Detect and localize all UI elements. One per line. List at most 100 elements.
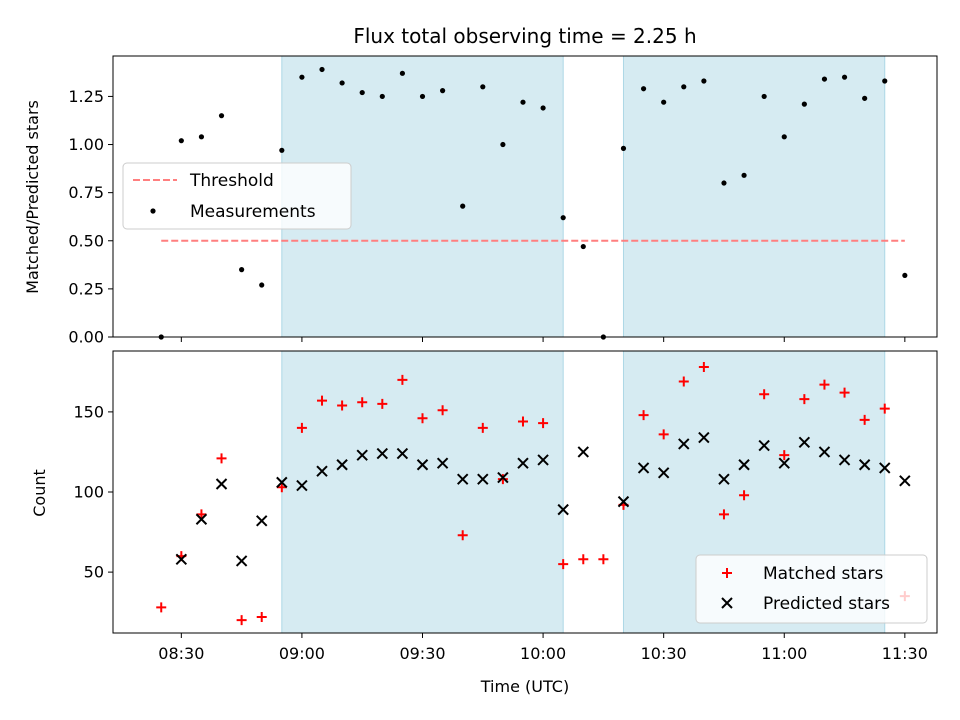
y-tick-label: 100 (73, 483, 104, 502)
predicted-point (557, 503, 569, 516)
measurement-point (339, 80, 345, 86)
measurement-point (540, 105, 546, 111)
matched-point (276, 482, 287, 493)
measurement-point (580, 243, 586, 250)
predicted-point (235, 555, 248, 567)
matched-point (739, 490, 750, 501)
measurement-point (681, 84, 687, 90)
measurement-point (741, 172, 747, 178)
observing-window-2 (622, 55, 886, 338)
predicted-point (858, 459, 871, 471)
matched-point (236, 615, 247, 626)
matched-point (517, 416, 528, 427)
legend-bottom: Matched stars Predicted stars (695, 554, 928, 624)
matched-point (578, 554, 589, 565)
legend-measurements-swatch (150, 208, 156, 214)
measurement-point (862, 95, 868, 101)
y-tick-label: 1.00 (68, 135, 104, 154)
y-tick-label: 0.25 (68, 279, 104, 298)
legend-matched-swatch (722, 568, 732, 578)
measurement-point (279, 147, 285, 153)
matched-point (879, 403, 890, 414)
predicted-point (537, 454, 549, 466)
measurement-point (319, 66, 325, 73)
x-tick-label: 11:00 (761, 644, 807, 663)
y-tick-label: 0.75 (68, 183, 104, 202)
predicted-point (336, 459, 348, 471)
matched-point (256, 611, 267, 622)
predicted-point (879, 462, 891, 474)
predicted-point (477, 473, 489, 485)
matched-point (477, 422, 488, 433)
legend-box (695, 554, 928, 624)
top-y-axis-label: Matched/Predicted stars (23, 100, 42, 294)
matched-point (638, 410, 649, 421)
measurement-point (460, 203, 466, 209)
matched-point (558, 559, 569, 570)
predicted-point (758, 439, 770, 452)
measurement-point (198, 134, 205, 140)
predicted-point (256, 515, 268, 527)
predicted-point (838, 454, 851, 466)
measurement-point (761, 93, 767, 100)
predicted-point (637, 462, 650, 474)
predicted-point (396, 447, 409, 460)
predicted-point (215, 478, 228, 490)
measurement-point (801, 101, 807, 107)
chart-title: Flux total observing time = 2.25 h (353, 24, 696, 48)
measurement-point (640, 86, 647, 92)
bottom-panel-counts: 50 100 150 08:30 09:00 09:30 10:00 10:30 11:00 11… (73, 350, 938, 663)
measurement-point (882, 78, 888, 84)
matched-point (799, 394, 810, 405)
x-axis-label: Time (UTC) (480, 677, 569, 696)
measurement-point (821, 76, 828, 82)
plot-frame (112, 55, 938, 338)
measurement-point (500, 141, 506, 148)
measurement-point (721, 180, 727, 186)
predicted-point (376, 447, 389, 460)
predicted-point (356, 449, 368, 461)
measurement-point (218, 113, 225, 119)
x-tick-label: 09:30 (399, 644, 445, 663)
matched-point (417, 413, 428, 424)
x-tick-label: 10:30 (641, 644, 687, 663)
predicted-point (497, 471, 509, 484)
y-tick-label: 50 (84, 563, 104, 582)
predicted-point (276, 476, 288, 489)
matched-point (357, 397, 368, 408)
measurement-point (178, 138, 184, 144)
measurement-point (520, 99, 526, 105)
matched-point (678, 376, 689, 387)
predicted-point (657, 467, 670, 479)
matched-point (317, 395, 328, 406)
predicted-point (296, 479, 308, 492)
measurement-point (440, 88, 446, 94)
predicted-point (175, 553, 188, 566)
y-tick-label: 1.25 (68, 87, 104, 106)
predicted-point (899, 475, 911, 487)
matched-point (156, 602, 167, 613)
measurement-point (902, 272, 908, 279)
x-tick-label: 08:30 (158, 644, 204, 663)
measurement-point (841, 74, 848, 80)
y-tick-label: 0.00 (68, 328, 104, 347)
matched-point (497, 474, 508, 485)
predicted-point (195, 513, 208, 525)
predicted-point (517, 457, 529, 469)
matched-point (296, 422, 307, 433)
legend-predicted-label: Predicted stars (763, 594, 890, 614)
predicted-point (416, 459, 429, 471)
predicted-point (798, 436, 811, 449)
legend-threshold-label: Threshold (189, 171, 274, 191)
predicted-point (718, 473, 730, 485)
predicted-point (617, 495, 630, 508)
measurement-point (239, 267, 245, 273)
legend-box (122, 162, 352, 230)
measurement-point (399, 70, 406, 76)
measurement-point (359, 89, 365, 96)
measurement-point (661, 99, 667, 105)
measurement-point (299, 74, 305, 80)
matched-point (377, 398, 388, 409)
measurement-point (379, 93, 385, 100)
legend-matched-label: Matched stars (763, 564, 883, 584)
